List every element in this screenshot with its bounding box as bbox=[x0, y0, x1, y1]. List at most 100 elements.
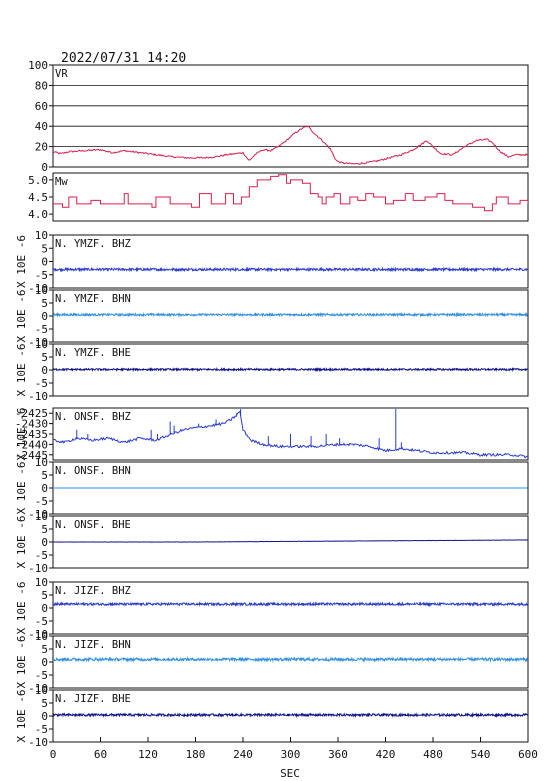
y-tick-label: -10 bbox=[28, 682, 48, 695]
panel-title: N. JIZF. BHZ bbox=[55, 585, 131, 597]
series-line bbox=[53, 174, 528, 212]
y-tick-label: 60 bbox=[35, 100, 48, 113]
x-tick-label: 240 bbox=[233, 748, 253, 761]
panel-title: N. ONSF. BHN bbox=[55, 465, 131, 477]
panel-title: Mw bbox=[55, 176, 68, 188]
y-tick-label: 10 bbox=[35, 456, 48, 469]
x-tick-label: 480 bbox=[423, 748, 443, 761]
series-line bbox=[53, 366, 528, 373]
panel-title: N. ONSF. BHE bbox=[55, 519, 131, 531]
x-axis: 0 60 120 180 240 300 360 420 480 540 600 bbox=[50, 737, 538, 761]
y-tick-label: 4.0 bbox=[28, 208, 48, 221]
y-tick-label: -5 bbox=[35, 723, 48, 736]
x-tick-label: 360 bbox=[328, 748, 348, 761]
y-tick-label: 5 bbox=[41, 469, 48, 482]
y-tick-label: 5 bbox=[41, 297, 48, 310]
series-line bbox=[53, 311, 528, 318]
y-tick-label: 5 bbox=[41, 523, 48, 536]
y-tick-label: 0 bbox=[41, 482, 48, 495]
y-tick-label: 10 bbox=[35, 229, 48, 242]
y-tick-label: 0 bbox=[41, 256, 48, 269]
y-axis-label: X 10E -6 bbox=[15, 408, 28, 461]
panel-title: N. YMZF. BHE bbox=[55, 347, 131, 359]
y-tick-label: -5 bbox=[35, 323, 48, 336]
series-line bbox=[53, 125, 528, 165]
y-axis-label: X 10E -6 bbox=[15, 636, 28, 689]
x-tick-label: 540 bbox=[471, 748, 491, 761]
x-tick-label: 0 bbox=[50, 748, 57, 761]
panel-frame bbox=[52, 64, 529, 168]
x-tick-label: 300 bbox=[281, 748, 301, 761]
y-tick-label: 80 bbox=[35, 79, 48, 92]
y-tick-label: -10 bbox=[28, 736, 48, 749]
panel-vr: 0 20 40 60 80 100 VR bbox=[28, 59, 529, 174]
y-tick-label: 5.0 bbox=[28, 174, 48, 187]
y-axis-label: X 10E -6 bbox=[15, 516, 28, 569]
y-tick-label: 20 bbox=[35, 141, 48, 154]
y-axis-label: X 10E -6 bbox=[15, 344, 28, 397]
y-tick-label: 10 bbox=[35, 284, 48, 297]
y-tick-label: 0 bbox=[41, 364, 48, 377]
y-axis-label: X 10E -6 bbox=[15, 290, 28, 343]
y-tick-label: 0 bbox=[41, 310, 48, 323]
x-axis-label: SEC bbox=[280, 767, 300, 780]
series-line bbox=[53, 656, 528, 663]
x-tick-label: 120 bbox=[138, 748, 158, 761]
panel-title: N. ONSF. BHZ bbox=[55, 411, 131, 423]
y-tick-label: -2445 bbox=[15, 449, 48, 462]
panel-title: N. YMZF. BHN bbox=[55, 293, 131, 305]
y-tick-label: -5 bbox=[35, 549, 48, 562]
y-tick-label: 0 bbox=[41, 161, 48, 174]
series-line bbox=[53, 601, 528, 608]
y-axis-label: X 10E -6 bbox=[15, 235, 28, 288]
y-tick-label: -2435 bbox=[15, 428, 48, 441]
y-tick-label: 4.5 bbox=[28, 191, 48, 204]
series-line bbox=[53, 539, 528, 543]
x-tick-label: 180 bbox=[186, 748, 206, 761]
y-tick-label: 0 bbox=[41, 536, 48, 549]
y-tick-label: -2425 bbox=[15, 407, 48, 420]
y-tick-label: -2430 bbox=[15, 418, 48, 431]
y-tick-label: -10 bbox=[28, 390, 48, 403]
y-tick-label: 10 bbox=[35, 684, 48, 697]
y-tick-label: 5 bbox=[41, 242, 48, 255]
y-tick-label: 10 bbox=[35, 338, 48, 351]
y-tick-label: -5 bbox=[35, 669, 48, 682]
y-axis-label: X 10E -6 bbox=[15, 462, 28, 515]
y-tick-label: 5 bbox=[41, 697, 48, 710]
y-tick-label: -10 bbox=[28, 562, 48, 575]
y-tick-label: -10 bbox=[28, 628, 48, 641]
y-tick-label: 0 bbox=[41, 602, 48, 615]
x-tick-label: 600 bbox=[518, 748, 538, 761]
y-tick-label: -5 bbox=[35, 495, 48, 508]
y-tick-label: 10 bbox=[35, 630, 48, 643]
panel-title: N. JIZF. BHN bbox=[55, 639, 131, 651]
y-tick-label: 5 bbox=[41, 589, 48, 602]
y-axis-label: X 10E -6 bbox=[15, 690, 28, 743]
panel-title: N. YMZF. BHZ bbox=[55, 238, 131, 250]
y-tick-label: 10 bbox=[35, 576, 48, 589]
y-tick-label: 5 bbox=[41, 351, 48, 364]
panel-title: N. JIZF. BHE bbox=[55, 693, 131, 705]
y-tick-label: -2440 bbox=[15, 438, 48, 451]
y-tick-label: 100 bbox=[28, 59, 48, 72]
y-tick-label: -10 bbox=[28, 508, 48, 521]
header-datetime: 2022/07/31 14:20 bbox=[61, 51, 186, 66]
y-tick-label: 5 bbox=[41, 643, 48, 656]
y-tick-label: -5 bbox=[35, 269, 48, 282]
y-tick-label: -10 bbox=[28, 336, 48, 349]
x-tick-label: 60 bbox=[94, 748, 107, 761]
y-tick-label: 10 bbox=[35, 510, 48, 523]
y-axis-label: X 10E -6 bbox=[15, 582, 28, 635]
y-tick-label: 0 bbox=[41, 710, 48, 723]
